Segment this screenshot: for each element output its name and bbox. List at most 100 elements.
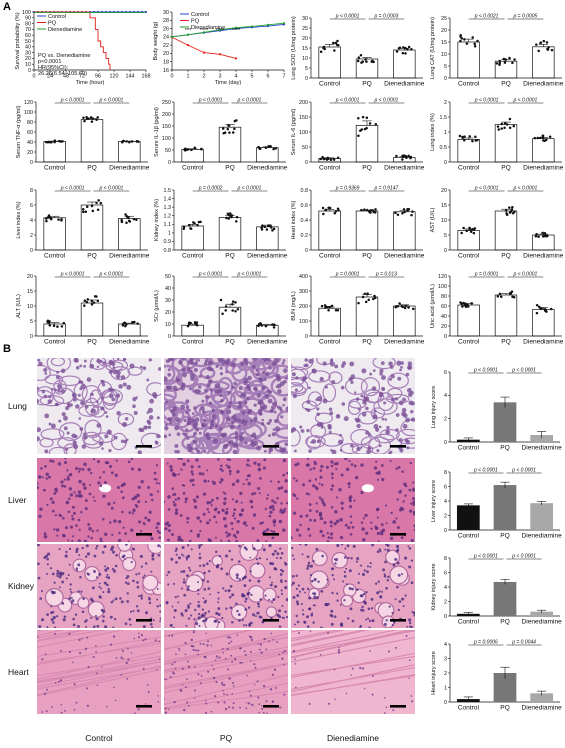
nucleus: [210, 710, 213, 713]
data-point: [122, 139, 125, 143]
nucleus: [75, 466, 79, 471]
nucleus: [158, 482, 161, 485]
legend-label: Control: [191, 12, 209, 18]
nucleus: [291, 547, 294, 550]
nucleus: [214, 383, 220, 389]
nucleus: [269, 510, 273, 514]
data-point: [508, 292, 512, 296]
nucleus: [164, 678, 166, 681]
alveolar-wall: [39, 395, 65, 407]
renal-tubule: [117, 544, 132, 552]
data-point: [334, 41, 338, 45]
nucleus: [370, 597, 374, 601]
nucleus: [221, 683, 223, 686]
nucleus: [134, 712, 136, 714]
nucleus: [252, 547, 256, 551]
nucleus: [192, 648, 195, 651]
nucleus: [177, 458, 181, 460]
data-point: [46, 320, 50, 324]
bar: [456, 505, 480, 530]
nucleus: [127, 460, 131, 464]
nucleus: [83, 486, 87, 490]
nucleus: [327, 632, 329, 634]
nucleus: [355, 560, 359, 563]
nucleus: [397, 573, 401, 577]
alveolar-wall: [400, 437, 415, 449]
y-tick-label: 2: [444, 416, 447, 422]
nucleus: [321, 534, 325, 538]
nucleus: [253, 436, 257, 440]
nucleus: [145, 611, 149, 615]
nucleus: [230, 640, 233, 643]
nucleus: [195, 447, 198, 451]
nucleus: [238, 619, 241, 622]
nucleus: [230, 362, 236, 368]
nucleus: [235, 499, 239, 504]
nucleus: [244, 654, 247, 656]
nucleus: [412, 611, 415, 614]
p-value-label: p < 0.0001: [99, 186, 124, 192]
nucleus: [186, 421, 191, 426]
data-point: [497, 128, 500, 131]
nucleus: [275, 385, 279, 389]
nucleus: [401, 407, 407, 413]
nucleus: [166, 462, 169, 465]
x-tick-label: Control: [44, 339, 66, 346]
nucleus: [382, 568, 386, 572]
y-tick-label: 2: [444, 100, 447, 106]
y-tick-label: 50: [165, 274, 171, 280]
nucleus: [248, 690, 251, 693]
nucleus: [376, 449, 380, 453]
nucleus: [201, 472, 205, 476]
data-point: [219, 298, 223, 302]
nucleus: [185, 428, 189, 432]
nucleus: [259, 521, 263, 525]
nucleus: [236, 634, 239, 637]
p-value-label: p = 0.0003: [374, 14, 399, 20]
data-point: [407, 154, 410, 158]
y-tick-label: 0: [30, 160, 33, 166]
data-point: [535, 311, 539, 315]
nucleus: [184, 497, 189, 501]
nucleus: [156, 669, 158, 671]
nucleus: [319, 514, 322, 517]
nucleus: [245, 624, 248, 627]
y-tick-label: 150: [299, 115, 308, 121]
nucleus: [364, 601, 367, 605]
y-tick-label: 40: [27, 140, 33, 146]
nucleus: [258, 615, 262, 619]
nucleus: [348, 376, 353, 382]
nucleus: [180, 468, 183, 471]
y-tick-label: 0: [30, 248, 33, 254]
nucleus: [56, 534, 59, 537]
bar: [118, 141, 141, 163]
data-point: [184, 147, 187, 151]
nucleus: [149, 398, 155, 404]
nucleus: [241, 418, 245, 422]
nucleus: [226, 636, 230, 639]
nucleus: [116, 358, 120, 360]
nucleus: [265, 528, 270, 532]
nucleus: [350, 557, 353, 560]
nucleus: [372, 369, 376, 372]
data-point: [508, 126, 512, 130]
nucleus: [102, 518, 105, 521]
nucleus: [48, 475, 52, 479]
nucleus: [361, 412, 367, 417]
nucleus: [281, 616, 284, 619]
nucleus: [330, 488, 333, 491]
nucleus: [350, 674, 352, 676]
y-tick-label: 0.5: [440, 145, 448, 151]
row-label-kidney: Kidney: [8, 581, 35, 591]
annotation: HR(95%CI):: [38, 65, 69, 71]
nucleus: [210, 367, 214, 372]
nucleus: [180, 570, 183, 573]
nucleus: [334, 364, 339, 369]
nucleus: [104, 568, 108, 572]
nucleus: [105, 576, 108, 579]
nucleus: [247, 702, 251, 705]
nucleus: [380, 464, 384, 467]
nucleus: [67, 497, 71, 501]
nucleus: [43, 556, 47, 559]
